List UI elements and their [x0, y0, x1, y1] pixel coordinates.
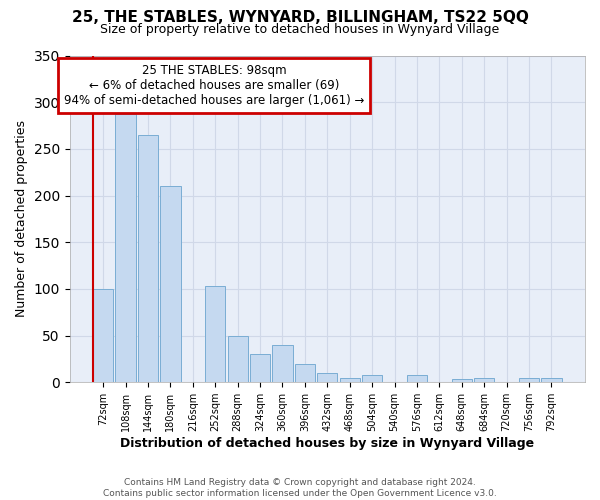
Bar — [272, 345, 293, 382]
Text: 25 THE STABLES: 98sqm
← 6% of detached houses are smaller (69)
94% of semi-detac: 25 THE STABLES: 98sqm ← 6% of detached h… — [64, 64, 364, 106]
Bar — [317, 373, 337, 382]
Bar — [295, 364, 315, 382]
Bar — [227, 336, 248, 382]
Bar — [541, 378, 562, 382]
Bar — [138, 135, 158, 382]
Bar — [115, 114, 136, 382]
Bar — [250, 354, 270, 382]
Bar — [205, 286, 226, 382]
Bar — [160, 186, 181, 382]
Bar — [93, 289, 113, 382]
Text: Contains HM Land Registry data © Crown copyright and database right 2024.
Contai: Contains HM Land Registry data © Crown c… — [103, 478, 497, 498]
Y-axis label: Number of detached properties: Number of detached properties — [15, 120, 28, 318]
Bar — [519, 378, 539, 382]
Bar — [362, 375, 382, 382]
Bar — [407, 375, 427, 382]
Bar — [474, 378, 494, 382]
Text: Size of property relative to detached houses in Wynyard Village: Size of property relative to detached ho… — [100, 22, 500, 36]
Bar — [340, 378, 360, 382]
Text: 25, THE STABLES, WYNYARD, BILLINGHAM, TS22 5QQ: 25, THE STABLES, WYNYARD, BILLINGHAM, TS… — [71, 10, 529, 25]
Bar — [452, 380, 472, 382]
X-axis label: Distribution of detached houses by size in Wynyard Village: Distribution of detached houses by size … — [120, 437, 535, 450]
